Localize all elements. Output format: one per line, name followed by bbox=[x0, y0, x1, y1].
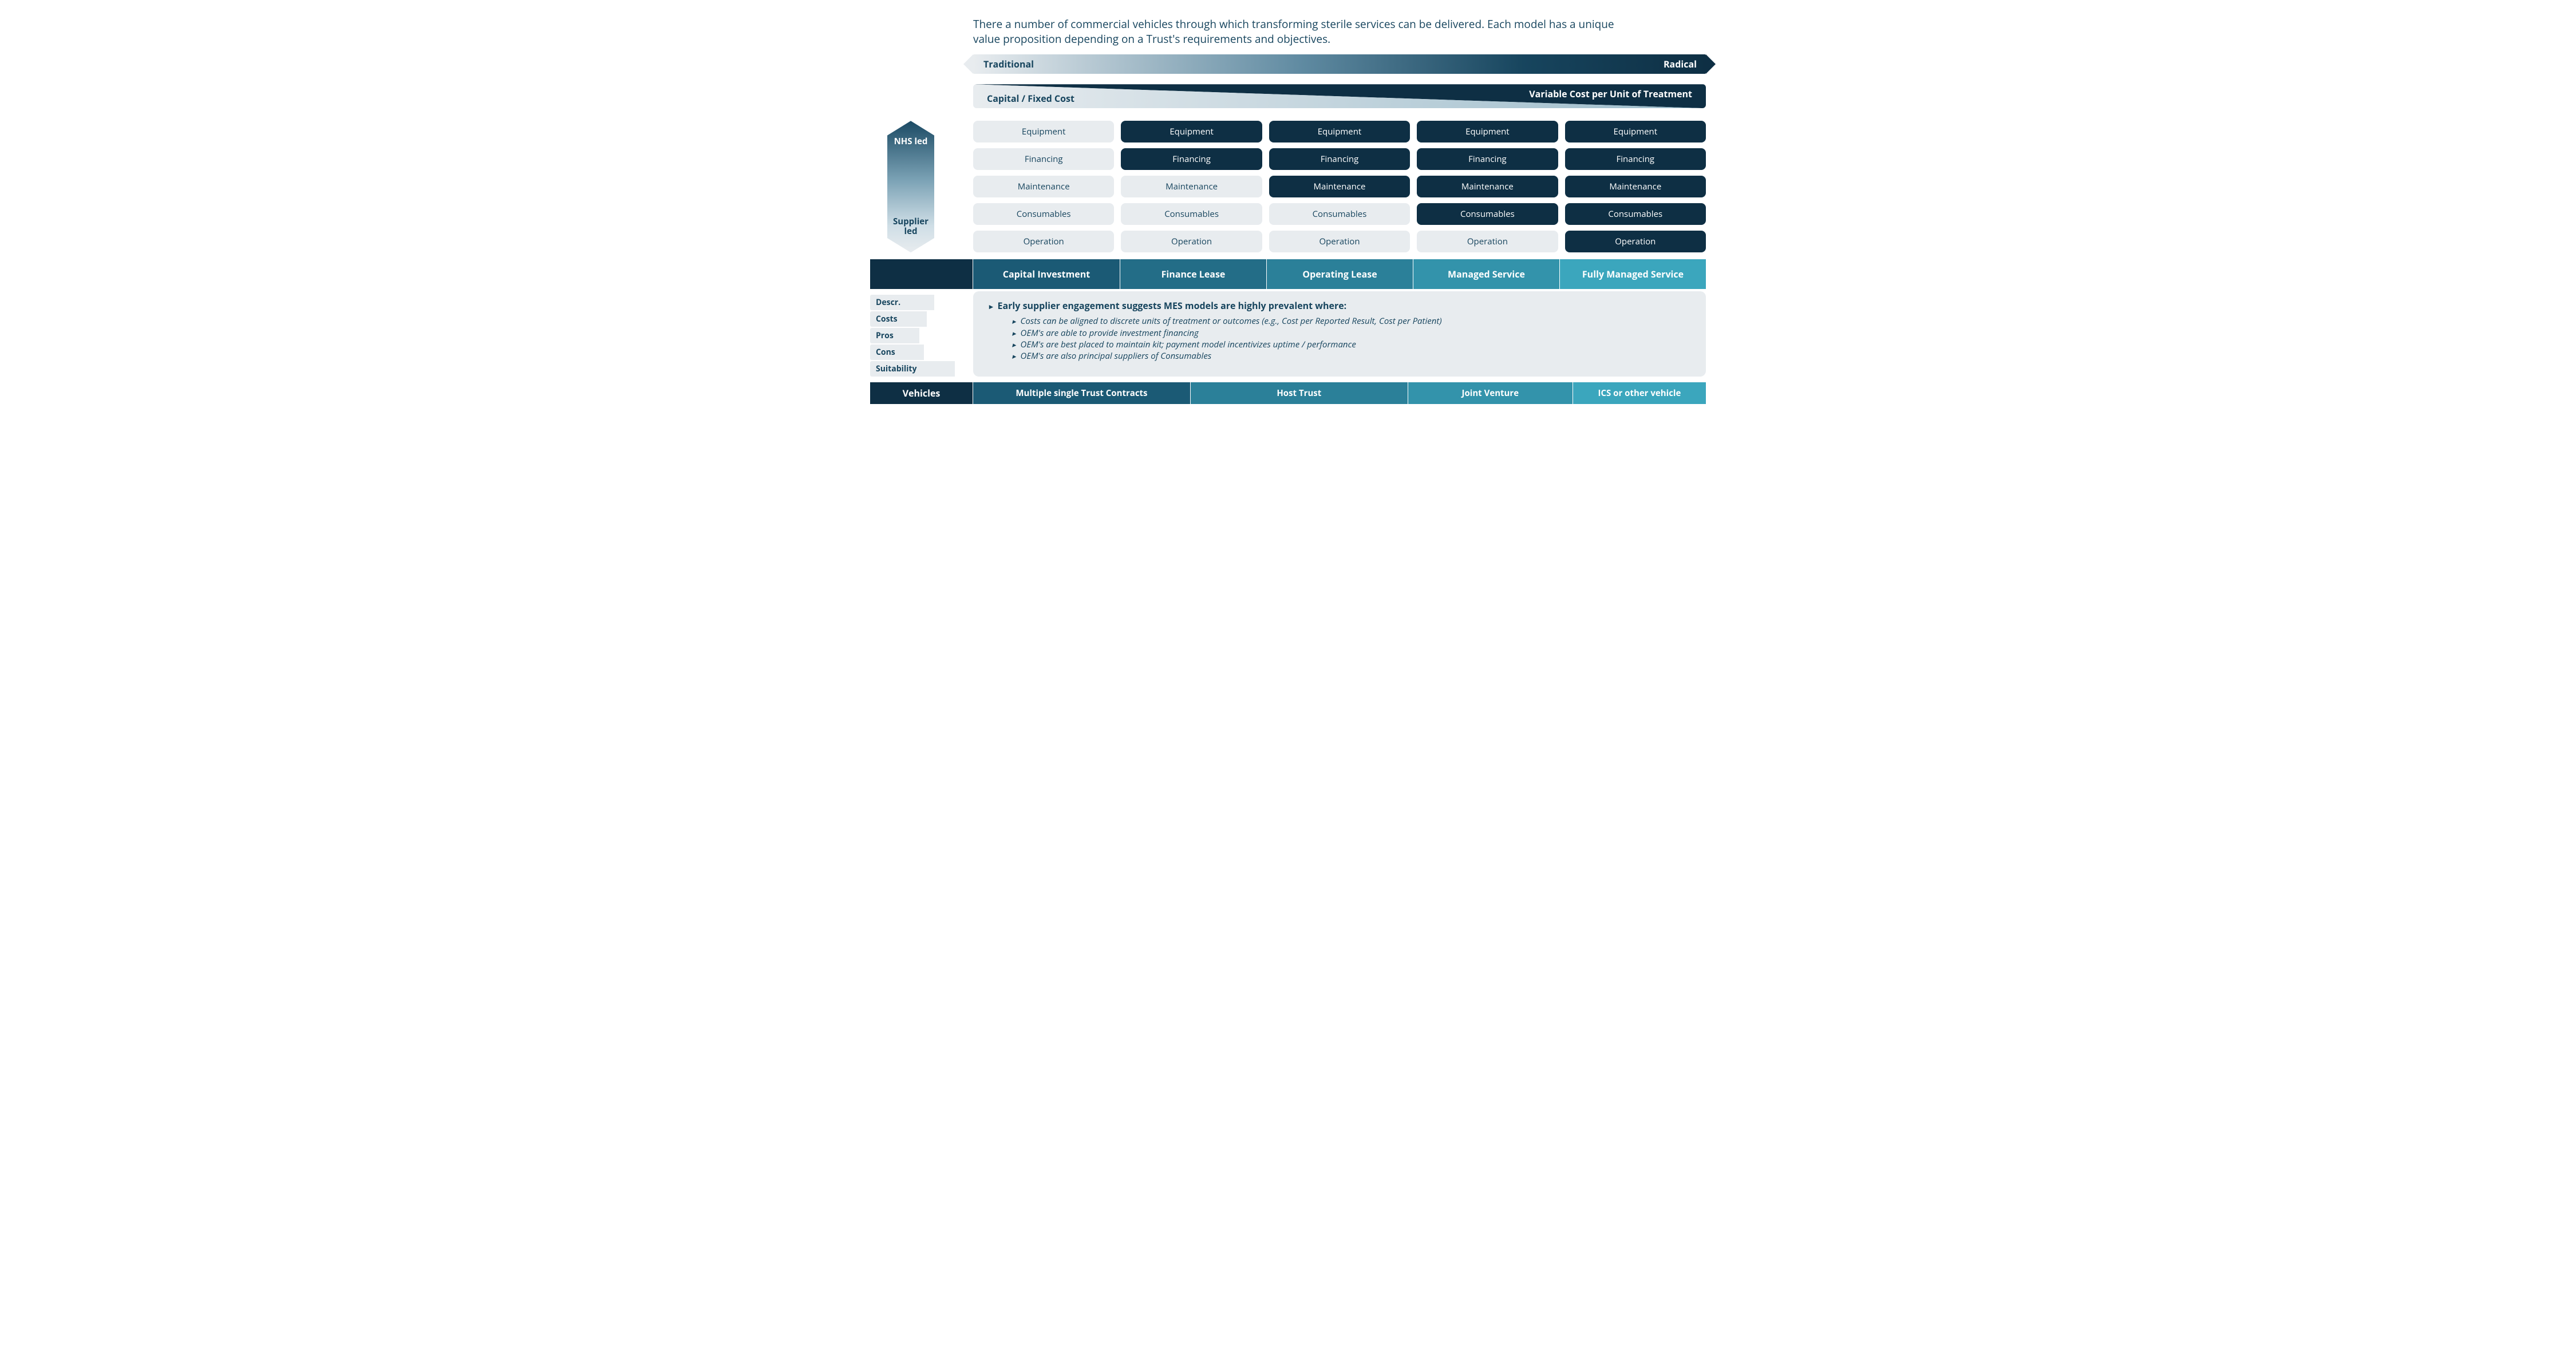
vertical-axis-top-label: NHS led bbox=[887, 137, 934, 147]
vehicle-cell: Multiple single Trust Contracts bbox=[973, 382, 1190, 404]
costband-left-label: Capital / Fixed Cost bbox=[987, 92, 1074, 105]
model-header-cell: Fully Managed Service bbox=[1559, 259, 1706, 289]
spectrum-right-label: Radical bbox=[1664, 58, 1706, 70]
note-bullet: Costs can be aligned to discrete units o… bbox=[1012, 315, 1694, 327]
model-header-cell: Operating Lease bbox=[1266, 259, 1413, 289]
intro-text: There a number of commercial vehicles th… bbox=[973, 17, 1637, 46]
criteria-tab[interactable]: Pros bbox=[870, 328, 919, 343]
model-header-blank bbox=[870, 259, 973, 289]
note-bullet: OEM's are also principal suppliers of Co… bbox=[1012, 350, 1694, 362]
matrix-pill: Consumables bbox=[1121, 203, 1262, 225]
matrix-pill: Financing bbox=[1269, 148, 1410, 170]
matrix-pill: Operation bbox=[1417, 231, 1558, 252]
criteria-tab[interactable]: Cons bbox=[870, 345, 924, 360]
matrix-pill: Operation bbox=[973, 231, 1114, 252]
spectrum-left-label: Traditional bbox=[983, 58, 1034, 70]
matrix-pill: Operation bbox=[1121, 231, 1262, 252]
matrix-pill: Consumables bbox=[1565, 203, 1706, 225]
costband-right-label: Variable Cost per Unit of Treatment bbox=[1529, 88, 1692, 100]
matrix-pill: Consumables bbox=[973, 203, 1114, 225]
note-bullet: OEM's are able to provide investment fin… bbox=[1012, 327, 1694, 339]
matrix-pill: Maintenance bbox=[1121, 176, 1262, 197]
note-panel: Early supplier engagement suggests MES m… bbox=[973, 291, 1706, 377]
matrix-pill: Consumables bbox=[1417, 203, 1558, 225]
matrix-pill: Maintenance bbox=[1565, 176, 1706, 197]
model-header-cell: Capital Investment bbox=[973, 259, 1120, 289]
vehicle-cell: Joint Venture bbox=[1408, 382, 1573, 404]
matrix-pill: Maintenance bbox=[1269, 176, 1410, 197]
vehicles-label: Vehicles bbox=[870, 382, 973, 404]
criteria-tabs: Descr.CostsPros ConsSuitability bbox=[870, 291, 973, 377]
matrix-pill: Operation bbox=[1565, 231, 1706, 252]
vehicles-row: Vehicles Multiple single Trust Contracts… bbox=[870, 382, 1706, 404]
matrix-pill: Equipment bbox=[1121, 121, 1262, 142]
vertical-axis-bottom-label: Supplier led bbox=[887, 217, 934, 237]
note-bullet-list: Costs can be aligned to discrete units o… bbox=[989, 315, 1694, 362]
cost-band: Capital / Fixed Cost Variable Cost per U… bbox=[973, 84, 1706, 108]
matrix-pill: Financing bbox=[1121, 148, 1262, 170]
matrix-pill: Financing bbox=[973, 148, 1114, 170]
matrix-pill: Financing bbox=[1417, 148, 1558, 170]
matrix-pill: Financing bbox=[1565, 148, 1706, 170]
vehicle-cell: ICS or other vehicle bbox=[1573, 382, 1706, 404]
matrix-pill: Equipment bbox=[1269, 121, 1410, 142]
model-header-cell: Managed Service bbox=[1413, 259, 1559, 289]
vertical-axis-hexagon: NHS led Supplier led bbox=[887, 121, 934, 252]
vehicle-cell: Host Trust bbox=[1190, 382, 1408, 404]
criteria-tab[interactable]: Costs bbox=[870, 311, 927, 327]
model-header-row: Capital InvestmentFinance LeaseOperating… bbox=[870, 259, 1706, 289]
criteria-tab[interactable]: Descr. bbox=[870, 295, 934, 310]
matrix-pill: Consumables bbox=[1269, 203, 1410, 225]
matrix-pill: Equipment bbox=[1565, 121, 1706, 142]
criteria-tab[interactable]: Suitability bbox=[870, 361, 955, 377]
model-header-cell: Finance Lease bbox=[1120, 259, 1266, 289]
matrix-pill: Equipment bbox=[1417, 121, 1558, 142]
note-headline: Early supplier engagement suggests MES m… bbox=[989, 299, 1694, 312]
attribute-matrix: Equipment Equipment Equipment Equipment Equi… bbox=[973, 121, 1706, 252]
matrix-pill: Operation bbox=[1269, 231, 1410, 252]
matrix-pill: Maintenance bbox=[1417, 176, 1558, 197]
note-bullet: OEM's are best placed to maintain kit; p… bbox=[1012, 339, 1694, 350]
spectrum-arrow: Traditional Radical bbox=[973, 54, 1706, 74]
matrix-pill: Equipment bbox=[973, 121, 1114, 142]
matrix-pill: Maintenance bbox=[973, 176, 1114, 197]
